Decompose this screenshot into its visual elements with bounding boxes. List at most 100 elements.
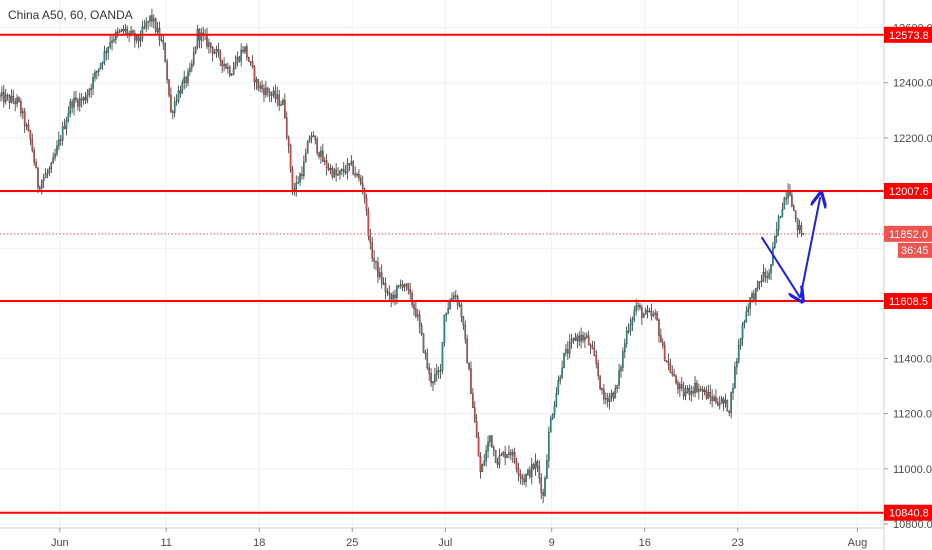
countdown-label: 36:45 xyxy=(901,245,929,257)
candle-body xyxy=(113,39,115,41)
x-tick-label: Aug xyxy=(848,537,868,549)
x-tick-label: Jul xyxy=(438,537,452,549)
candle-body xyxy=(515,461,518,469)
candle-body xyxy=(701,388,704,393)
candle-body xyxy=(115,31,117,40)
candle-body xyxy=(164,43,167,62)
candle-body xyxy=(673,374,675,377)
candle-body xyxy=(426,353,429,369)
candle-body xyxy=(473,407,476,422)
candle-body xyxy=(339,170,341,175)
candle-body xyxy=(561,367,563,378)
candle-body xyxy=(792,206,795,211)
candle-body xyxy=(549,418,552,433)
candle-body xyxy=(692,391,694,394)
candle-body xyxy=(365,197,368,211)
candle-body xyxy=(774,236,776,248)
candle-body xyxy=(707,392,710,399)
candle-body xyxy=(329,167,332,170)
candle-body xyxy=(770,264,772,274)
candle-body xyxy=(69,101,72,114)
candle-body xyxy=(553,405,556,415)
candle-body xyxy=(392,294,394,300)
candle-body xyxy=(46,172,49,175)
candles xyxy=(0,8,805,504)
candle-body xyxy=(346,163,349,173)
candle-body xyxy=(544,478,546,496)
candle-body xyxy=(477,436,480,457)
candle-body xyxy=(320,150,322,157)
candle-body xyxy=(230,74,233,76)
horizontal-levels[interactable] xyxy=(0,33,884,514)
candle-body xyxy=(487,441,489,451)
candle-body xyxy=(242,49,244,52)
candle-body xyxy=(97,68,100,72)
candle-body xyxy=(751,293,753,298)
candle-body xyxy=(517,468,520,475)
candle-body xyxy=(390,293,393,300)
candle-body xyxy=(160,39,163,41)
candle-body xyxy=(92,77,94,89)
candle-body xyxy=(582,335,584,341)
candle-body xyxy=(665,360,668,362)
candle-body xyxy=(310,135,313,139)
candle-body xyxy=(373,257,375,262)
candle-body xyxy=(162,40,165,44)
forecast-arrow[interactable] xyxy=(760,236,801,298)
candle-body xyxy=(396,286,398,298)
candle-body xyxy=(337,174,339,176)
candle-body xyxy=(479,456,482,472)
candle-body xyxy=(506,454,508,458)
candle-body xyxy=(510,452,512,456)
candle-body xyxy=(627,330,630,333)
forecast-arrow[interactable] xyxy=(799,197,820,299)
x-tick-label: 23 xyxy=(732,537,744,549)
candle-body xyxy=(445,313,448,316)
candle-body xyxy=(265,87,267,95)
candle-body xyxy=(534,461,537,469)
candle-body xyxy=(96,71,98,73)
candle-body xyxy=(223,64,225,67)
candle-body xyxy=(703,389,706,393)
candle-body xyxy=(240,49,242,62)
candle-body xyxy=(475,421,478,438)
candle-body xyxy=(314,135,317,140)
candle-body xyxy=(143,26,146,29)
candle-body xyxy=(44,173,47,179)
candle-body xyxy=(660,335,662,343)
candle-body xyxy=(576,335,579,341)
candle-body xyxy=(536,461,539,467)
candle-body xyxy=(25,124,28,127)
candle-body xyxy=(435,370,438,375)
candle-body xyxy=(37,167,39,188)
candle-body xyxy=(132,30,134,34)
candle-body xyxy=(251,61,254,68)
candle-body xyxy=(303,161,305,176)
candle-body xyxy=(565,349,567,354)
candle-body xyxy=(181,82,184,94)
candle-body xyxy=(369,236,372,243)
candle-body xyxy=(492,446,495,451)
candle-body xyxy=(213,52,216,54)
candle-body xyxy=(800,225,803,234)
candle-body xyxy=(432,381,434,384)
horizontal-level-label: 12007.6 xyxy=(889,186,929,198)
candle-body xyxy=(282,100,284,105)
candle-body xyxy=(175,100,178,103)
candle-body xyxy=(424,351,427,354)
candle-body xyxy=(168,79,170,96)
candle-body xyxy=(151,15,153,22)
candle-body xyxy=(263,88,265,95)
candle-body xyxy=(538,466,541,479)
candle-body xyxy=(14,100,16,104)
candle-body xyxy=(360,178,362,184)
forecast-path[interactable] xyxy=(760,197,820,299)
candle-body xyxy=(278,94,280,106)
candle-body xyxy=(304,153,307,163)
candle-body xyxy=(234,62,237,69)
candle-body xyxy=(126,28,129,35)
candle-body xyxy=(737,345,740,362)
x-tick-label: 25 xyxy=(346,537,358,549)
